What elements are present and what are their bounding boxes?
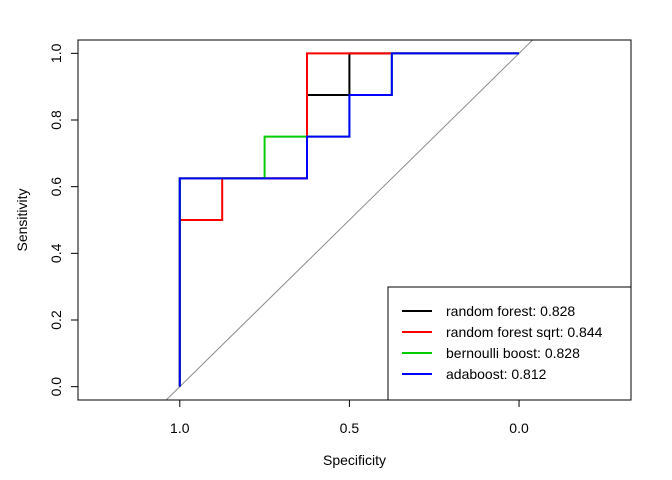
- x-axis-label: Specificity: [323, 452, 386, 468]
- y-axis-label: Sensitivity: [14, 188, 30, 251]
- y-axis: 0.0 0.2 0.4 0.6 0.8 1.0: [48, 43, 79, 397]
- legend-label-4: adaboost: 0.812: [446, 366, 547, 382]
- y-tick-label: 1.0: [48, 43, 64, 63]
- y-tick-label: 0.0: [48, 377, 64, 397]
- legend-label-1: random forest: 0.828: [446, 303, 575, 319]
- x-tick-label: 1.0: [170, 420, 190, 436]
- x-tick-label: 0.0: [509, 420, 529, 436]
- y-tick-label: 0.6: [48, 177, 64, 197]
- y-tick-label: 0.8: [48, 110, 64, 130]
- legend-label-3: bernoulli boost: 0.828: [446, 345, 580, 361]
- x-tick-label: 0.5: [340, 420, 360, 436]
- y-tick-label: 0.2: [48, 310, 64, 330]
- legend-label-2: random forest sqrt: 0.844: [446, 324, 603, 340]
- reference-diagonal-line: [165, 40, 534, 400]
- x-axis: 1.0 0.5 0.0: [170, 399, 529, 436]
- y-tick-label: 0.4: [48, 243, 64, 263]
- reference-layer: [165, 40, 534, 400]
- legend-box: [387, 286, 632, 401]
- series-layer: [178, 52, 520, 387]
- legend: random forest: 0.828 random forest sqrt: …: [387, 286, 632, 401]
- series-line-4: [178, 52, 520, 387]
